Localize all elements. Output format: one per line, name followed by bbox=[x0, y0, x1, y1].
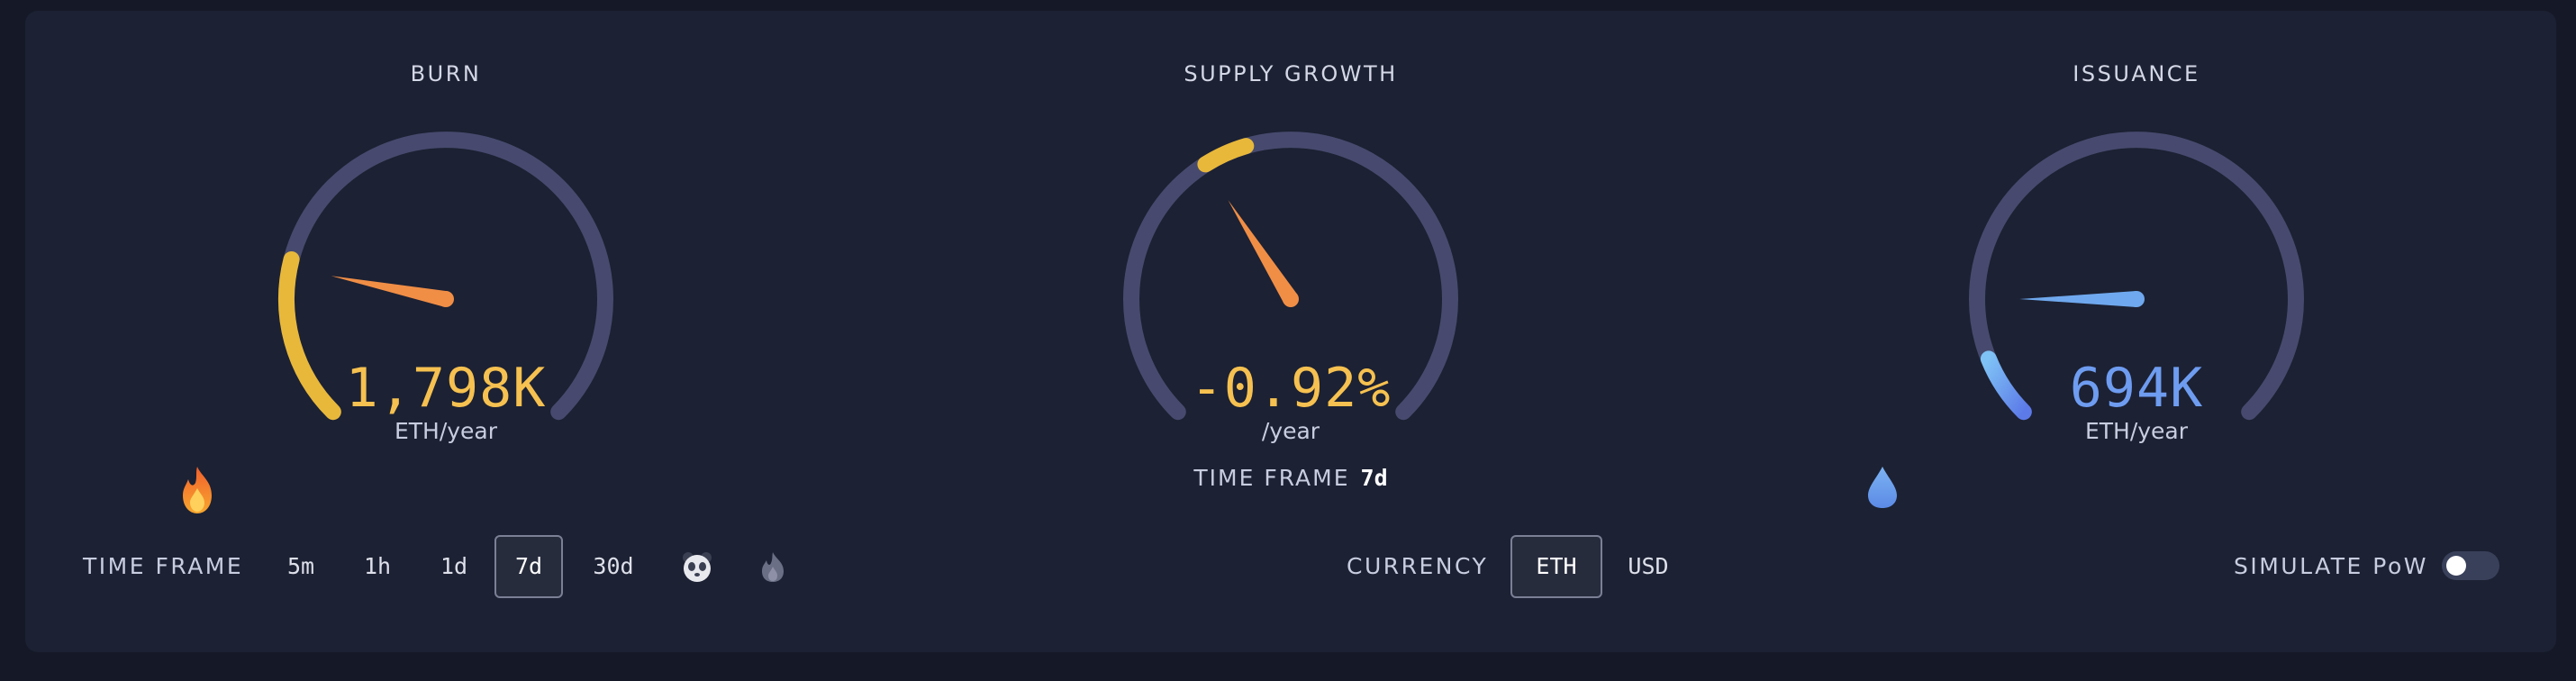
supply-gauge-track bbox=[1123, 132, 1458, 421]
burn-title: BURN bbox=[410, 61, 482, 86]
issuance-gauge-fill bbox=[1980, 350, 2032, 421]
issuance-gauge-needle bbox=[2019, 291, 2136, 307]
issuance-gauge: ISSUANCE 694K ETH/year bbox=[1866, 11, 2407, 551]
supply-time-frame: TIME FRAME 7d bbox=[1020, 465, 1561, 491]
fire-icon bbox=[762, 552, 784, 582]
simulate-pow-toggle[interactable] bbox=[2442, 551, 2499, 580]
supply-value: -0.92% bbox=[1190, 357, 1392, 420]
supply-time-frame-value: 7d bbox=[1360, 465, 1388, 491]
time-frame-30d-button[interactable]: 30d bbox=[593, 553, 634, 579]
time-frame-5m-button[interactable]: 5m bbox=[286, 553, 315, 579]
fire-icon bbox=[183, 467, 212, 513]
time-frame-label: TIME FRAME bbox=[83, 553, 244, 579]
toggle-knob bbox=[2446, 556, 2466, 576]
supply-gauge-needle bbox=[1228, 200, 1298, 304]
supply-gauge-svg bbox=[1123, 132, 1458, 421]
issuance-title: ISSUANCE bbox=[2073, 61, 2200, 86]
dashboard-panel: BURN 1,798K ETH/year SUPPLY GROWTH bbox=[25, 11, 2556, 652]
currency-eth-button[interactable]: ETH bbox=[1510, 535, 1602, 598]
currency-usd-button[interactable]: USD bbox=[1628, 553, 1669, 579]
issuance-gauge-svg bbox=[1969, 132, 2304, 421]
since-burn-button[interactable] bbox=[752, 535, 794, 598]
supply-time-frame-label: TIME FRAME bbox=[1193, 465, 1350, 491]
burn-unit: ETH/year bbox=[394, 418, 498, 444]
burn-gauge-svg bbox=[278, 132, 613, 421]
supply-gauge-pivot bbox=[1283, 291, 1299, 307]
supply-unit: /year bbox=[1261, 418, 1320, 444]
time-frame-1h-button[interactable]: 1h bbox=[363, 553, 392, 579]
supply-gauge: SUPPLY GROWTH -0.92% /year TIME FRAME 7d bbox=[1020, 11, 1561, 551]
issuance-gauge-pivot bbox=[2128, 291, 2145, 307]
since-merge-button[interactable] bbox=[676, 535, 718, 598]
panda-icon bbox=[683, 552, 712, 582]
issuance-gauge-track bbox=[1969, 132, 2304, 421]
burn-value: 1,798K bbox=[345, 357, 547, 420]
burn-gauge-pivot bbox=[438, 291, 454, 307]
supply-title: SUPPLY GROWTH bbox=[1184, 61, 1398, 86]
burn-gauge: BURN 1,798K ETH/year bbox=[176, 11, 716, 551]
issuance-value: 694K bbox=[2069, 357, 2204, 420]
time-frame-1d-button[interactable]: 1d bbox=[440, 553, 468, 579]
simulate-pow-label: SIMULATE PoW bbox=[2234, 553, 2428, 579]
supply-gauge-fill bbox=[1197, 138, 1255, 173]
time-frame-7d-button[interactable]: 7d bbox=[494, 535, 563, 598]
burn-gauge-fill bbox=[278, 251, 341, 421]
issuance-unit: ETH/year bbox=[2084, 418, 2189, 444]
currency-label: CURRENCY bbox=[1347, 553, 1489, 579]
burn-gauge-needle bbox=[331, 276, 448, 307]
droplet-icon bbox=[1868, 467, 1897, 508]
controls-bar: TIME FRAME 5m 1h 1d 7d 30d CURRENCY ETH … bbox=[25, 535, 2556, 598]
